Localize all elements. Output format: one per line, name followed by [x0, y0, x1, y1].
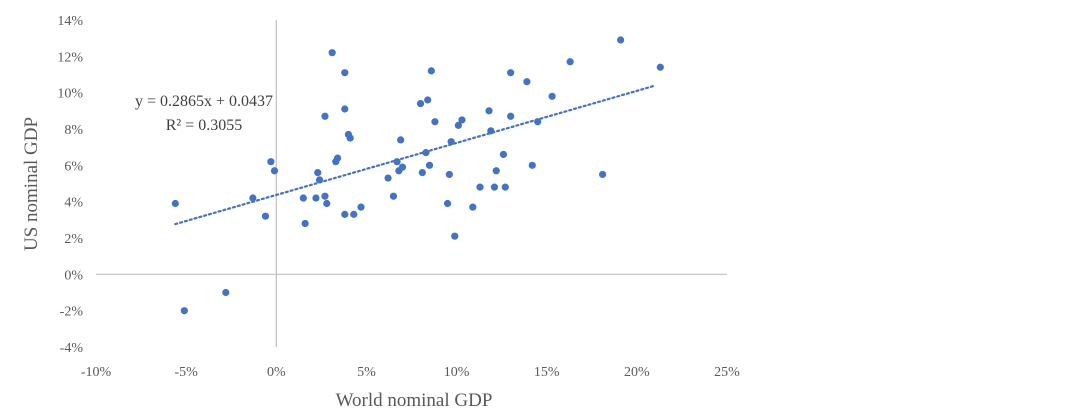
data-point	[341, 69, 349, 77]
x-tick-label: 15%	[534, 365, 560, 380]
data-point	[315, 176, 324, 184]
data-point	[431, 118, 439, 126]
data-point	[267, 158, 275, 166]
data-point	[507, 112, 515, 120]
x-tick-label: 5%	[357, 365, 376, 380]
data-point	[422, 149, 430, 157]
data-point	[487, 127, 495, 135]
x-axis-title: World nominal GDP	[336, 390, 493, 411]
data-point	[222, 288, 230, 297]
y-tick-label: -4%	[60, 341, 84, 356]
y-tick-label: 4%	[64, 196, 83, 211]
data-point	[384, 174, 392, 182]
data-point	[424, 96, 432, 104]
data-point	[350, 210, 358, 218]
data-points-group	[171, 36, 664, 315]
trendline-r2-label: R² = 0.3055	[166, 117, 243, 134]
data-point	[492, 167, 500, 175]
data-point	[249, 194, 257, 202]
data-point	[328, 49, 336, 57]
data-point	[427, 67, 435, 75]
data-point	[314, 169, 322, 177]
data-point	[323, 199, 331, 208]
data-point	[548, 92, 556, 100]
data-point	[180, 307, 188, 315]
y-tick-label: 6%	[64, 159, 83, 174]
data-point	[447, 138, 455, 146]
y-tick-label: 2%	[64, 232, 83, 247]
data-point	[270, 167, 279, 175]
data-point	[389, 192, 398, 200]
y-tick-label: 8%	[64, 123, 83, 138]
data-point	[398, 163, 407, 171]
y-tick-label: 10%	[57, 87, 83, 102]
data-point	[501, 183, 509, 191]
data-point	[321, 192, 329, 200]
y-tick-label: -2%	[60, 305, 84, 320]
data-point	[451, 232, 459, 240]
data-point	[346, 134, 354, 142]
data-point	[425, 161, 434, 169]
trendline-group	[174, 84, 656, 226]
data-point	[357, 203, 365, 211]
data-point	[397, 136, 405, 144]
data-point	[445, 170, 453, 179]
data-point	[528, 161, 536, 169]
trendline-equation-label: y = 0.2865x + 0.0437	[135, 93, 273, 110]
data-point	[321, 112, 329, 120]
data-point	[485, 107, 493, 115]
x-tick-label: 20%	[624, 365, 650, 380]
data-point	[507, 69, 515, 77]
y-tick-label: 12%	[57, 50, 83, 65]
data-point	[617, 36, 625, 44]
x-tick-label: -5%	[174, 365, 198, 380]
data-point	[476, 183, 484, 191]
data-point	[418, 169, 426, 177]
data-point	[261, 212, 270, 220]
data-point	[341, 105, 349, 113]
x-tick-label: -10%	[81, 365, 112, 380]
data-point	[599, 170, 607, 179]
data-point	[171, 199, 179, 208]
labels-group: y = 0.2865x + 0.0437 R² = 0.3055 World n…	[21, 93, 492, 411]
x-tick-label: 10%	[444, 365, 470, 380]
data-point	[301, 219, 309, 228]
tick-labels-group: -4% -2% 0% 2% 4% 6% 8% 10% 12% 14% -10% -5% 0% 5% 10% 1…	[57, 14, 740, 380]
data-point	[312, 194, 320, 202]
y-tick-label: 14%	[57, 14, 83, 29]
data-point	[656, 63, 664, 71]
x-tick-label: 0%	[267, 365, 286, 380]
y-tick-label: 0%	[64, 268, 83, 283]
data-point	[416, 99, 425, 108]
data-point	[454, 121, 462, 129]
data-point	[534, 118, 542, 126]
data-point	[469, 203, 477, 211]
y-axis-title: US nominal GDP	[21, 117, 42, 251]
data-point	[443, 199, 452, 208]
axes-group	[96, 20, 727, 347]
trendline	[174, 84, 656, 226]
data-point	[458, 116, 466, 124]
data-point	[333, 154, 342, 162]
data-point	[566, 58, 574, 66]
data-point	[490, 183, 499, 191]
data-point	[393, 158, 401, 166]
x-tick-label: 25%	[714, 365, 740, 380]
data-point	[523, 78, 531, 86]
data-point	[299, 194, 307, 202]
data-point	[341, 210, 349, 218]
data-point	[499, 150, 508, 159]
